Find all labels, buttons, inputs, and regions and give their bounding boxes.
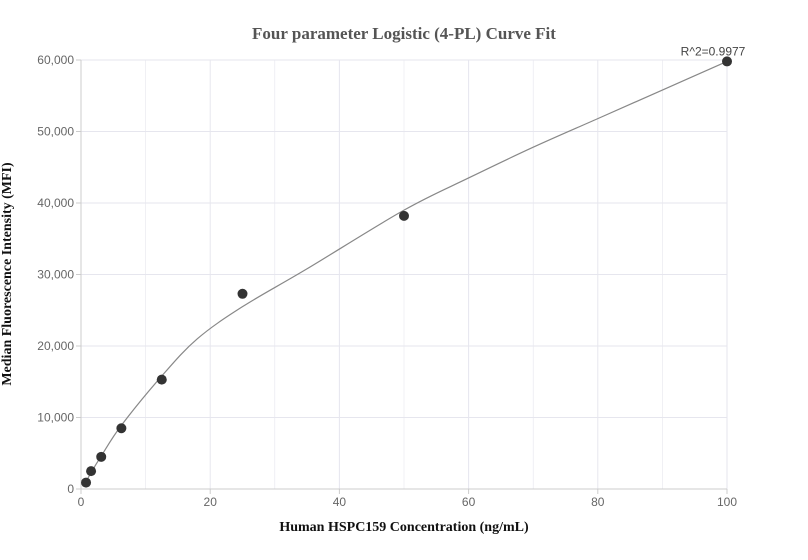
y-tick-label: 20,000 <box>37 339 74 353</box>
data-point <box>156 374 167 385</box>
y-tick-label: 30,000 <box>37 268 74 282</box>
axes <box>76 59 728 494</box>
tick-labels: 0 20 40 60 80 100 0 10,000 20,000 30,000 40,000 50,… <box>37 53 737 509</box>
grid <box>80 59 728 490</box>
y-tick-label: 60,000 <box>37 53 74 67</box>
data-point <box>399 210 409 221</box>
data-point <box>96 451 107 462</box>
r-squared-label: R^2=0.9977 <box>681 44 746 58</box>
y-axis-label: Median Fluorescence Intensity (MFI) <box>0 162 15 386</box>
data-points <box>81 56 732 488</box>
data-point <box>116 423 127 434</box>
data-point <box>237 288 248 299</box>
y-tick-label: 0 <box>67 482 74 496</box>
data-point <box>81 477 92 488</box>
data-point <box>86 466 97 477</box>
chart-title: Four parameter Logistic (4-PL) Curve Fit <box>252 24 556 43</box>
x-axis-label: Human HSPC159 Concentration (ng/mL) <box>279 520 529 535</box>
data-point <box>722 56 732 67</box>
x-tick-label: 40 <box>333 495 347 509</box>
x-tick-label: 60 <box>462 495 476 509</box>
x-tick-label: 0 <box>78 495 85 509</box>
fit-curve-line <box>85 60 728 483</box>
x-tick-label: 80 <box>591 495 605 509</box>
y-tick-label: 40,000 <box>37 196 74 210</box>
y-tick-label: 10,000 <box>37 411 74 425</box>
x-tick-label: 100 <box>717 495 737 509</box>
x-tick-label: 20 <box>204 495 218 509</box>
y-tick-label: 50,000 <box>37 125 74 139</box>
